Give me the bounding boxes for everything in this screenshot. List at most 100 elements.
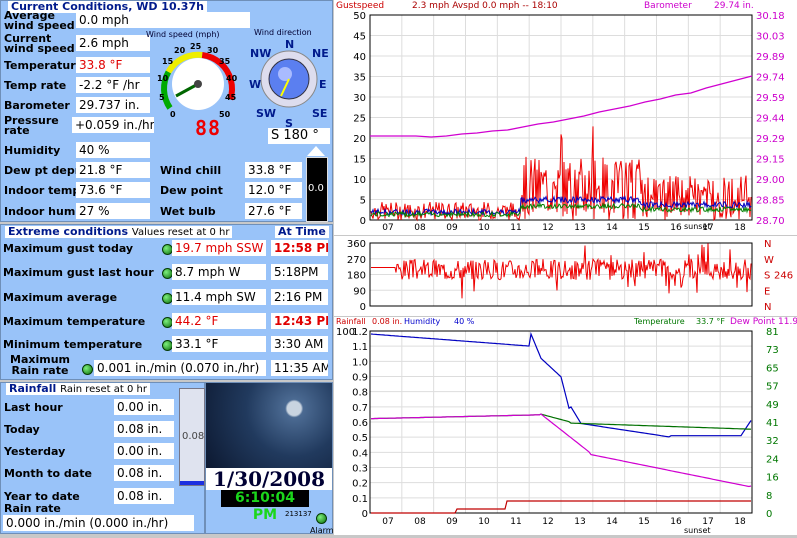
y-tick-right: 29.74 — [756, 73, 785, 84]
current-value: -2.2 °F /hr — [76, 77, 150, 93]
rainfall-subtitle: Rain reset at 0 hr — [60, 384, 147, 395]
wind-direction-chart: 360 270 180 90 0 N W S E N 246 — [334, 236, 797, 316]
gauge-tick: 5 — [159, 93, 165, 102]
x-tick: 07 — [382, 517, 393, 527]
y-tick-left: 35 — [353, 73, 366, 84]
compass-point-label: S — [285, 117, 293, 130]
y-tick-left: 5 — [360, 196, 366, 207]
x-tick: 14 — [606, 223, 618, 233]
x-tick: 15 — [638, 223, 649, 233]
current-value: 29.737 in. — [76, 97, 150, 113]
x-tick: 10 — [478, 517, 490, 527]
x-tick: 11 — [510, 517, 521, 527]
current-label: Wet bulb — [160, 205, 216, 218]
y-tick-left: 45 — [353, 32, 366, 43]
y-tick-left: 180 — [347, 271, 366, 282]
x-tick: 18 — [734, 223, 746, 233]
current-value: 73.6 °F — [76, 182, 150, 198]
y-tick-left: 0.1 — [352, 494, 368, 505]
extreme-label: Maximum temperature — [3, 315, 146, 328]
wind-barometer-chart-svg: Gustspeed 2.3 mph Avspd 0.0 mph -- 18:10 B… — [336, 1, 785, 233]
y-tick-left: 0.9 — [352, 373, 368, 384]
y-tick-right: S — [764, 271, 770, 282]
webcam-moon-image — [206, 383, 332, 468]
rain-value: 0.00 in. — [114, 399, 174, 415]
extreme-time: 2:16 PM — [271, 289, 328, 305]
compass-point-label: W — [249, 78, 262, 91]
y-tick-left: 0.4 — [352, 448, 368, 459]
y-tick-right: 29.44 — [756, 114, 785, 125]
rain-value: 0.08 in. — [114, 465, 174, 481]
current-label: Humidity — [4, 144, 61, 157]
rain-tube: 0.08 — [179, 388, 205, 486]
alarm-led-icon[interactable] — [316, 513, 327, 524]
x-tick: 08 — [414, 517, 426, 527]
header-rainfall: Rainfall — [336, 317, 366, 326]
gauge-tick: 35 — [219, 57, 231, 66]
wind-speed-gauge-title: Wind speed (mph) — [146, 30, 220, 39]
current-value: 33.8 °F — [76, 57, 150, 73]
current-label: Average wind speed — [4, 9, 75, 32]
rain-label: Last hour — [4, 401, 63, 414]
rain-temp-chart: Rainfall 0.08 in. Humidity 40 % Temperature 3… — [334, 317, 797, 535]
y-tick-left: 1.1 — [352, 342, 368, 353]
gauge-tick: 10 — [157, 74, 169, 83]
y-tick-right: 29.89 — [756, 52, 785, 63]
dewpoint-line — [371, 413, 752, 488]
rainfall-title-text: Rainfall — [9, 382, 57, 395]
current-value: 27.6 °F — [245, 203, 302, 219]
y-tick-left: 360 — [347, 239, 366, 250]
current-label: Current wind speed — [4, 32, 75, 55]
sunset-label: sunset — [684, 526, 711, 535]
y-tick-right: N — [764, 239, 771, 250]
y-tick-left: 0.7 — [352, 403, 368, 414]
current-label: Indoor hum. — [4, 205, 80, 218]
y-tick-left: 1.0 — [352, 357, 368, 368]
current-label: Dew point — [160, 184, 223, 197]
y-tick-right: 73 — [766, 345, 779, 356]
rain-label: Today — [4, 423, 40, 436]
y-tick-left: 0.2 — [352, 479, 368, 490]
x-tick: 09 — [446, 223, 458, 233]
at-time-header: At Time — [275, 226, 329, 238]
gauge-digits: 88 — [195, 116, 222, 140]
y-tick-left: 0.6 — [352, 418, 368, 429]
plot-frame — [369, 330, 753, 514]
date-display: 1/30/2008 — [206, 468, 332, 490]
extreme-label: Maximum gust last hour — [3, 266, 154, 279]
rain-label: Month to date — [4, 467, 92, 480]
extreme-time: 3:30 AM — [271, 336, 328, 352]
current-label: Pressure rate — [4, 114, 59, 137]
status-led-icon — [82, 364, 93, 375]
compass-dial — [260, 50, 318, 108]
y-tick-left: 0.3 — [352, 464, 368, 475]
y-tick-right: 30.18 — [756, 11, 785, 22]
plot-frame — [369, 14, 753, 221]
rainfall-line — [371, 500, 751, 514]
alarm-label: Alarm — [310, 526, 334, 535]
y-tick-left: 270 — [347, 255, 366, 266]
y-tick-right: 24 — [766, 454, 779, 465]
y-tick-right: 0 — [766, 509, 772, 520]
y-tick-left: 15 — [353, 155, 366, 166]
y-tick-left: 25 — [353, 114, 366, 125]
current-value: 12.0 °F — [245, 182, 302, 198]
chart-header-gust: Gustspeed — [336, 1, 384, 11]
time-display: 6:10:04 PM — [221, 490, 309, 523]
gauge-tick: 25 — [190, 42, 202, 51]
x-tick: 15 — [638, 517, 649, 527]
current-value: 21.8 °F — [76, 162, 150, 178]
y-tick-left: 0.5 — [352, 433, 368, 444]
extreme-label: Maximum Rain rate — [10, 353, 70, 377]
current-label: Temperature — [4, 59, 84, 72]
x-tick: 09 — [446, 517, 458, 527]
compass-point-label: SE — [312, 107, 328, 120]
compass-point-label: NW — [250, 47, 272, 60]
chart-header-mid: 2.3 mph Avspd 0.0 mph -- 18:10 — [412, 1, 558, 11]
current-value: 40 % — [76, 142, 150, 158]
gauge-needle — [175, 82, 199, 98]
extreme-value: 0.001 in./min (0.070 in./hr) — [94, 360, 266, 376]
current-label: Wind chill — [160, 164, 222, 177]
rain-rate-label: Rain rate — [4, 502, 61, 515]
y-tick-right: 8 — [766, 491, 772, 502]
